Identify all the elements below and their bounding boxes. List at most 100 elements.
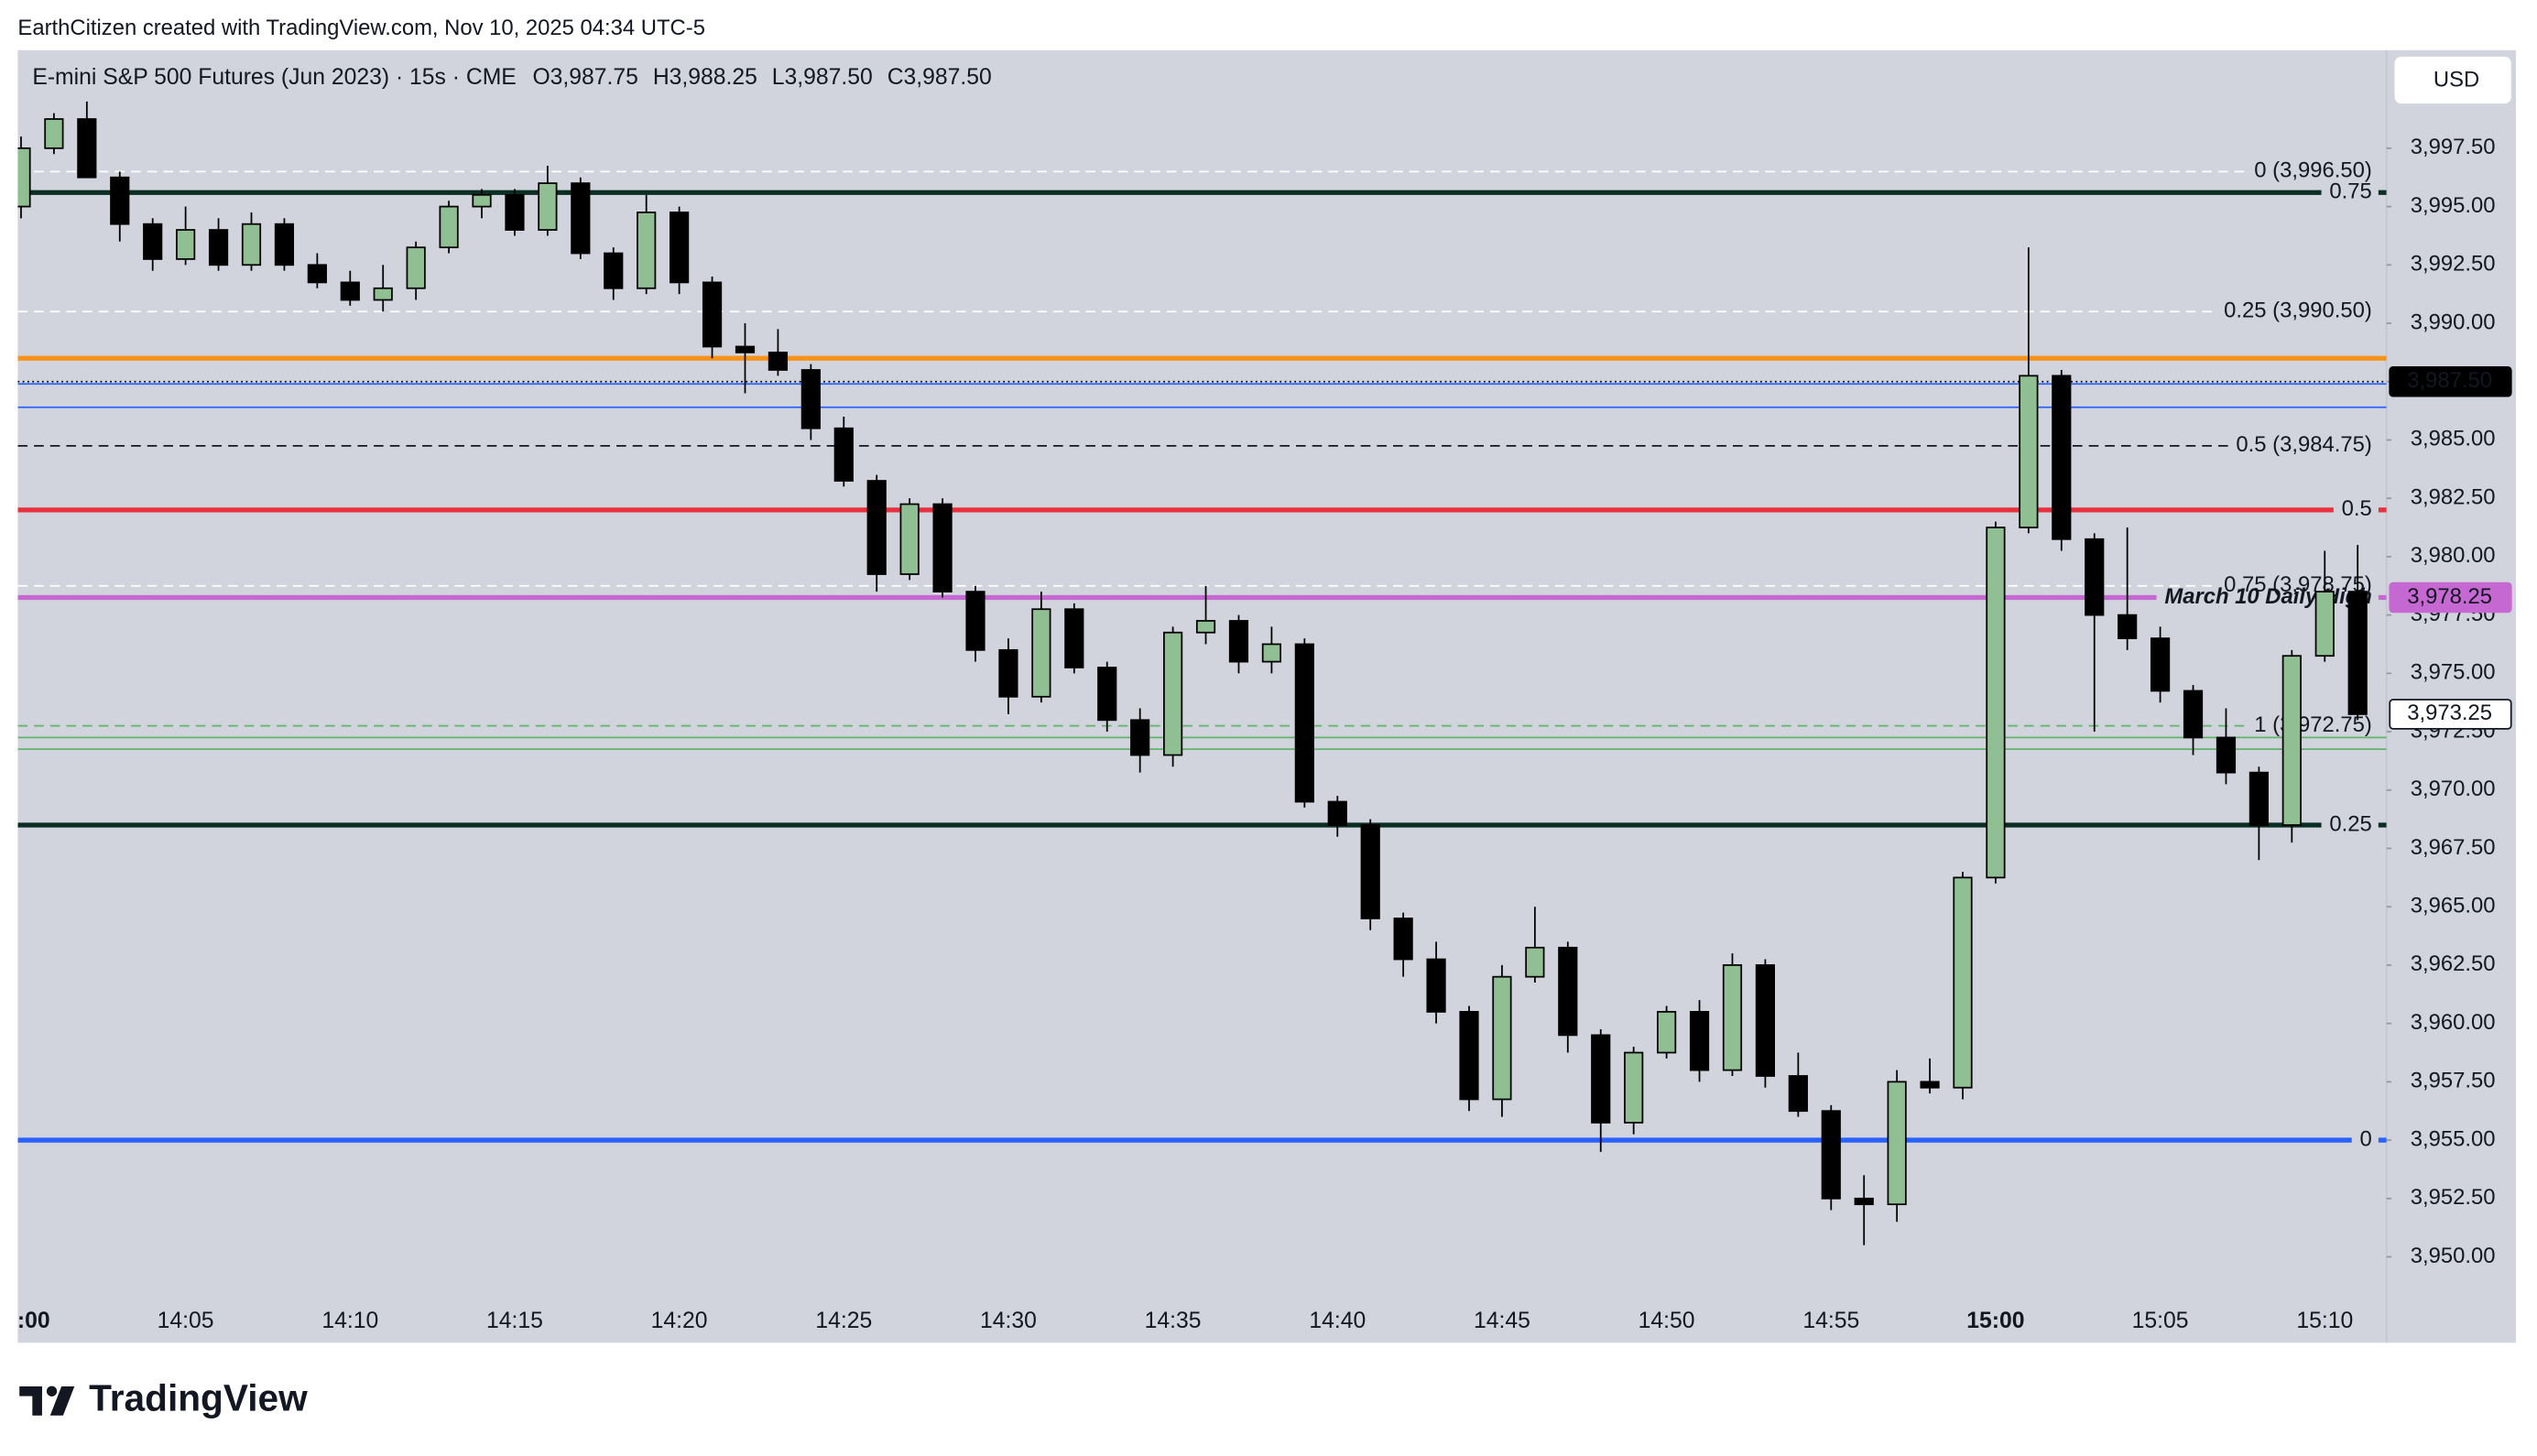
candle-body	[1854, 1197, 1874, 1206]
x-tick-label: 14:35	[1145, 1309, 1202, 1333]
candle-body	[768, 351, 789, 371]
candle-body	[1261, 643, 1282, 663]
currency-label[interactable]: USD	[2434, 68, 2479, 92]
x-tick-label: 14:05	[158, 1309, 214, 1333]
candle-body	[1887, 1081, 1907, 1206]
candle-body	[1294, 643, 1314, 803]
candle-body	[2183, 690, 2204, 739]
level-label: 0	[2360, 1126, 2372, 1151]
level-label: 0 (3,996.50)	[2254, 158, 2372, 183]
candle-body	[44, 118, 64, 149]
candle-body	[571, 182, 591, 255]
x-tick-label: 14:55	[1802, 1309, 1859, 1333]
candle-body	[1525, 946, 1545, 978]
candle-body	[833, 427, 854, 482]
candle-body	[1163, 631, 1183, 756]
y-tick-label: 3,957.50	[2411, 1069, 2496, 1093]
candle-body	[472, 193, 492, 208]
candle-body	[1624, 1051, 1644, 1124]
candle-body	[307, 264, 327, 284]
y-tick-label: 3,982.50	[2411, 484, 2496, 509]
candle-body	[2150, 637, 2171, 692]
y-tick-label: 3,997.50	[2411, 135, 2496, 159]
plot-area: 0 (3,996.50)0.75 0.25 (3,990.50) 0.5 (3,98…	[17, 101, 2387, 1245]
ohlc-value: 3,988.25	[670, 64, 757, 89]
candle-body	[2281, 655, 2302, 826]
x-tick-label: 14:45	[1474, 1309, 1530, 1333]
candle-body	[998, 648, 1018, 698]
candle-body	[735, 345, 756, 353]
candle-body	[77, 118, 97, 179]
candle-body	[637, 212, 657, 289]
candle-body	[800, 369, 821, 429]
level-label: 0.75	[2329, 179, 2371, 204]
candle-body	[406, 246, 426, 289]
candle-body	[1689, 1011, 1710, 1071]
y-tick-label: 3,965.00	[2411, 894, 2496, 918]
ohlc-key: C	[887, 64, 904, 89]
y-tick-label: 3,975.00	[2411, 660, 2496, 685]
candle-body	[1492, 975, 1512, 1101]
y-tick-label: 3,992.50	[2411, 252, 2496, 277]
candle-body	[1920, 1081, 1940, 1089]
level-label: 0.5 (3,984.75)	[2236, 432, 2371, 457]
candle-body	[2085, 538, 2105, 616]
candle-body	[17, 147, 31, 208]
candle-body	[702, 281, 723, 348]
x-tick-label: 14:15	[486, 1309, 543, 1333]
candle-body	[965, 591, 985, 651]
x-tick-label: 14:50	[1639, 1309, 1695, 1333]
candle-body	[2118, 614, 2138, 639]
x-tick-label: 15:05	[2132, 1309, 2189, 1333]
candle-body	[1228, 620, 1249, 663]
attribution: EarthCitizen created with TradingView.co…	[17, 16, 705, 40]
candle-body	[866, 480, 887, 575]
candle-body	[110, 176, 130, 225]
x-tick-label: 14:40	[1309, 1309, 1366, 1333]
candle-body	[1327, 800, 1347, 826]
candle-body	[1953, 876, 1973, 1089]
candle-body	[2052, 375, 2072, 540]
x-tick-label: 15:00	[1966, 1309, 2024, 1333]
currency-button[interactable]	[2394, 56, 2511, 104]
price-axis: 3,950.00 3,952.50 3,955.00 3,957.50 3,960.00…	[2386, 135, 2512, 1268]
price-tag-label: 3,987.50	[2407, 368, 2492, 393]
y-tick-label: 3,980.00	[2411, 543, 2496, 568]
candle-body	[2216, 736, 2237, 774]
ohlc-value: 3,987.75	[550, 64, 638, 89]
logo-mark	[46, 1385, 58, 1396]
candle-body	[1657, 1011, 1677, 1054]
candle-body	[1722, 964, 1743, 1071]
candle-body	[1097, 667, 1117, 722]
candle-body	[670, 212, 690, 284]
x-tick-label: 14:25	[815, 1309, 872, 1333]
x-tick-label: 14:20	[651, 1309, 708, 1333]
x-tick-label: 14:30	[980, 1309, 1037, 1333]
level-label: 0.25 (3,990.50)	[2224, 299, 2372, 323]
candle-body	[1788, 1075, 1808, 1113]
candle-body	[2347, 591, 2368, 715]
candle-body	[932, 503, 953, 593]
y-tick-label: 3,990.00	[2411, 310, 2496, 334]
candle-body	[143, 223, 163, 260]
candle-body	[373, 287, 393, 301]
y-tick-label: 3,950.00	[2411, 1244, 2496, 1268]
candle-body	[505, 193, 525, 231]
candle-body	[538, 182, 558, 231]
y-tick-label: 3,960.00	[2411, 1010, 2496, 1035]
candle-body	[1986, 527, 2006, 879]
x-tick-label: 15:10	[2296, 1309, 2353, 1333]
candle-body	[2019, 375, 2039, 528]
candle-body	[176, 229, 196, 260]
ohlc-key: O	[532, 64, 550, 89]
candle-body	[1426, 958, 1446, 1013]
candle-body	[1591, 1034, 1611, 1124]
candle-body	[1360, 824, 1380, 919]
candle-body	[1031, 608, 1051, 698]
time-axis: 14:00 14:05 14:10 14:15 14:20 14:25 14:30 14:35…	[17, 1309, 2353, 1333]
candle-body	[439, 205, 459, 249]
candle-body	[1195, 620, 1216, 634]
price-tag-label: 3,978.25	[2407, 584, 2492, 609]
